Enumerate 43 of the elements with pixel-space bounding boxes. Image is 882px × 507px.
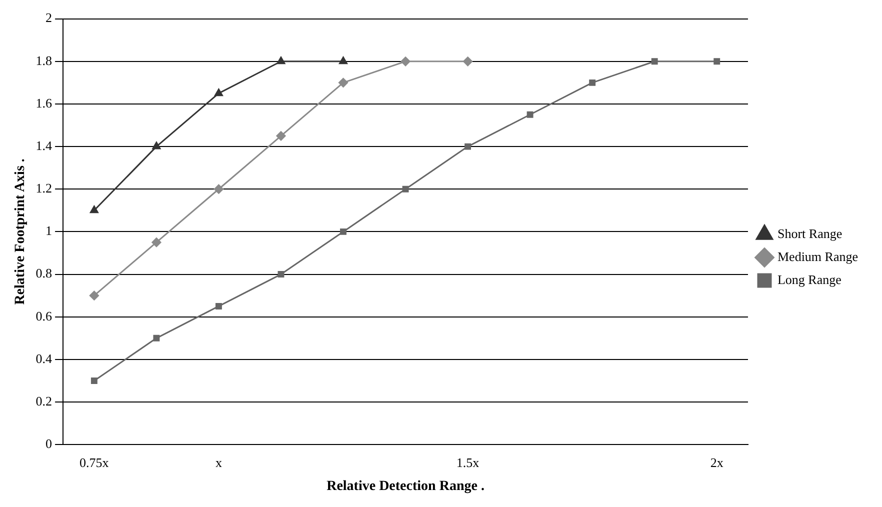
point [214,88,223,96]
y-tick-label: 1.6 [36,95,53,110]
y-tick-label: 0 [46,436,52,452]
point [214,184,224,194]
point [276,56,286,64]
point [340,228,346,235]
point [463,56,473,66]
x-tick-label: 2x [710,454,724,470]
point [338,78,348,88]
x-tick-label: 1.5x [456,454,480,470]
x-tick-label: 0.75x [80,454,110,470]
y-tick-label: 1 [46,223,52,238]
point [400,56,410,66]
legend-label: Medium Range [777,248,858,264]
y-tick-label: 0.4 [36,350,53,366]
point [215,302,222,310]
point [152,238,162,248]
y-tick-label: 0.6 [36,308,53,324]
y-tick-label: 0.2 [36,393,52,408]
point [276,131,286,141]
point [152,142,161,150]
y-tick-label: 1.2 [36,180,52,196]
legend-label: Long Range [777,272,842,287]
legend-label: Short Range [777,226,842,241]
x-tick-label: x [215,454,222,470]
point [153,334,160,342]
y-tick-label: 2 [46,10,52,26]
point [651,58,658,65]
point [89,290,99,300]
x-axis-title: Relative Detection Range . [326,479,484,494]
point [90,206,98,214]
point [402,186,409,192]
point [339,56,348,64]
point [90,378,98,384]
y-tick-label: 1.4 [36,138,53,153]
y-axis-title: Relative Footprint Axis . [13,158,28,305]
point [526,111,534,118]
y-tick-label: 1.8 [36,52,52,68]
point [278,271,284,278]
y-tick-label: 0.8 [36,266,52,281]
point [464,143,472,150]
point [714,58,720,65]
point [589,79,596,86]
